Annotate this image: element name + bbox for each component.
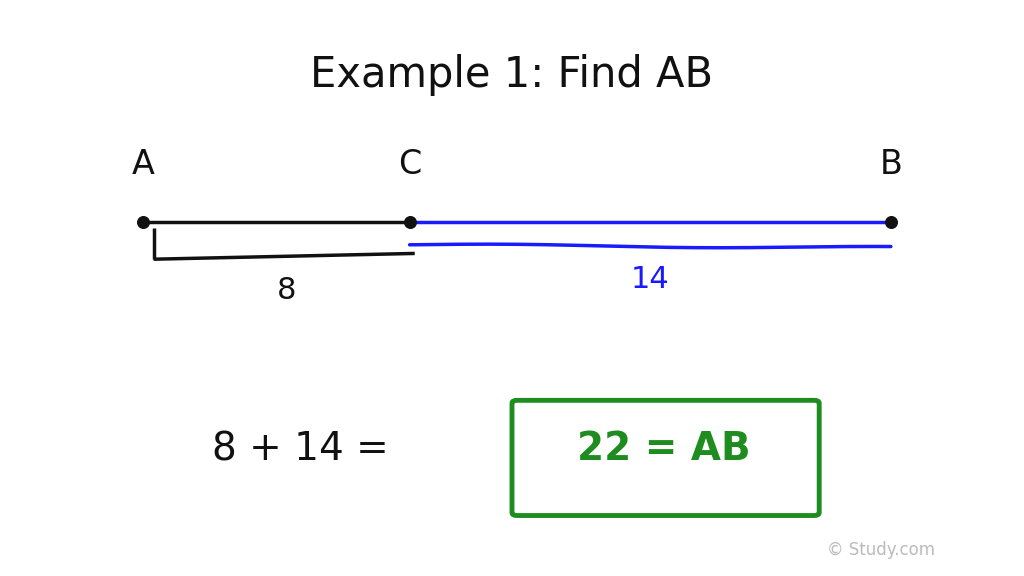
Text: 8 + 14 =: 8 + 14 = [212,430,389,468]
Point [401,217,418,226]
Text: B: B [880,149,902,181]
Point [135,217,152,226]
FancyBboxPatch shape [512,400,819,516]
Point [883,217,899,226]
Text: 8: 8 [276,276,297,305]
Text: Example 1: Find AB: Example 1: Find AB [310,54,714,96]
Text: A: A [132,149,155,181]
Text: C: C [398,149,421,181]
Text: 14: 14 [631,265,670,294]
Text: © Study.com: © Study.com [826,541,935,559]
Text: 22 = AB: 22 = AB [577,430,751,468]
